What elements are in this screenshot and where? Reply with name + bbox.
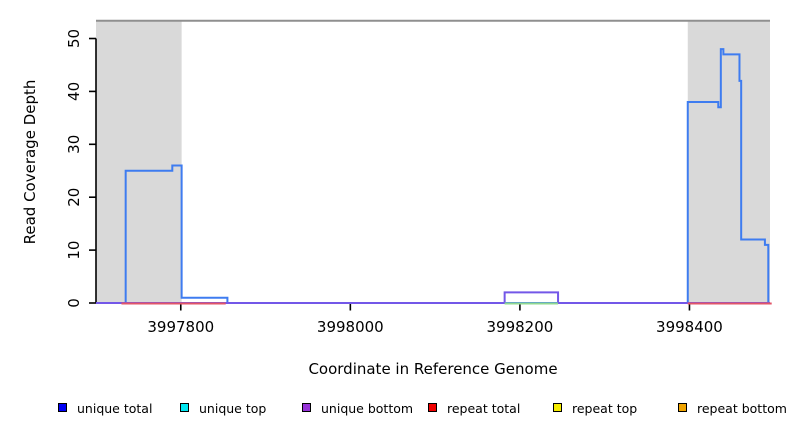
legend-swatch-repeat-bottom [678,403,687,412]
x-axis-tick-label: 3998000 [317,318,384,336]
repeat-region-shade [687,20,770,303]
legend-swatch-repeat-top [553,403,562,412]
y-axis-tick-label: 40 [65,82,83,101]
x-axis-tick-label: 3998200 [486,318,553,336]
y-axis-tick-label: 50 [65,29,83,48]
legend-label: unique bottom [321,401,414,416]
x-axis-tick-label: 3998400 [656,318,723,336]
legend-label: repeat bottom [697,401,787,416]
legend: unique total unique top unique bottom repea… [0,400,792,422]
y-axis-tick-label: 30 [65,135,83,154]
y-axis-tick-label: 0 [65,298,83,308]
legend-swatch-unique-top [180,403,189,412]
series-line-unique-bottom [96,291,770,304]
series-line-unique-total [96,48,770,304]
legend-label: repeat top [572,401,638,416]
legend-label: unique top [199,401,267,416]
legend-label: unique total [77,401,153,416]
y-axis-title: Read Coverage Depth [21,79,39,245]
y-axis-tick-label: 20 [65,188,83,207]
legend-label: repeat total [447,401,521,416]
legend-swatch-unique-bottom [302,403,311,412]
legend-swatch-repeat-total [428,403,437,412]
coverage-plot: 0 10 20 30 40 50 3997800 3998000 3998200 3998400 [65,19,772,336]
x-axis-tick-label: 3997800 [147,318,214,336]
x-axis-title: Coordinate in Reference Genome [308,360,558,378]
legend-swatch-unique-total [58,403,67,412]
y-axis-tick-label: 10 [65,241,83,260]
repeat-region-shade [96,20,182,303]
